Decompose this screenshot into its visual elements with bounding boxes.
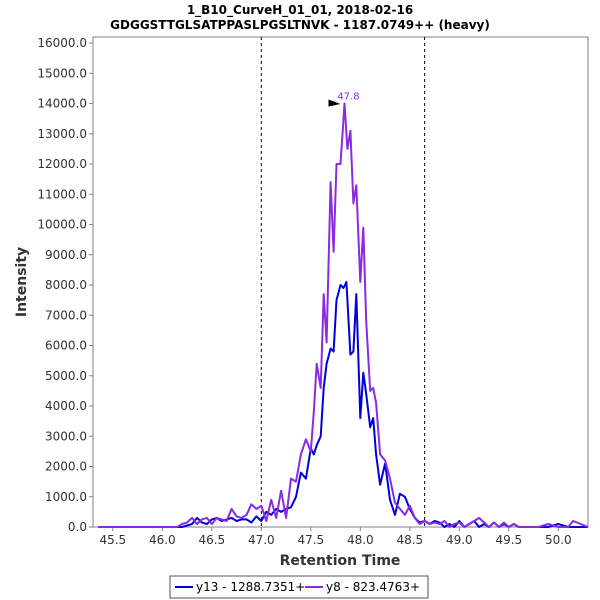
x-tick-label: 49.5	[495, 533, 522, 547]
y-tick-label: 3000.0	[45, 429, 87, 443]
y-tick-label: 14000.0	[37, 97, 87, 111]
x-tick-label: 46.0	[149, 533, 176, 547]
y-tick-label: 9000.0	[45, 248, 87, 262]
x-tick-label: 47.0	[248, 533, 275, 547]
y-tick-label: 16000.0	[37, 36, 87, 50]
x-tick-label: 47.5	[297, 533, 324, 547]
legend-label-y13: y13 - 1288.7351+	[196, 580, 305, 594]
legend-box	[169, 575, 429, 599]
x-tick-label: 48.0	[347, 533, 374, 547]
legend-label-y8: y8 - 823.4763+	[326, 580, 420, 594]
y-axis-ticks: 0.0 1000.0 2000.0 3000.0 4000.0 5000.0 6000.0 7…	[37, 36, 93, 534]
x-axis-title: Retention Time	[280, 553, 401, 569]
y-tick-label: 12000.0	[37, 157, 87, 171]
y-tick-label: 7000.0	[45, 308, 87, 322]
x-tick-label: 45.5	[99, 533, 126, 547]
y-axis-title: Intensity	[14, 247, 30, 317]
peak-boundaries	[260, 37, 426, 527]
y-tick-label: 15000.0	[37, 66, 87, 80]
x-tick-label: 48.5	[396, 533, 423, 547]
series-line-y8	[98, 102, 589, 528]
y-tick-label: 5000.0	[45, 369, 87, 383]
x-tick-label: 49.0	[446, 533, 473, 547]
x-axis-ticks: 45.5 46.0 46.5 47.0 47.5 48.0 48.5 49.0 49.5 50.0	[99, 527, 572, 547]
y-tick-label: 13000.0	[37, 127, 87, 141]
x-tick-label: 46.5	[198, 533, 225, 547]
y-tick-label: 6000.0	[45, 339, 87, 353]
y-tick-label: 11000.0	[37, 187, 87, 201]
y-tick-label: 4000.0	[45, 399, 87, 413]
peak-annotation: 47.8	[328, 92, 360, 107]
legend: y13 - 1288.7351+ y8 - 823.4763+	[169, 575, 429, 599]
peak-marker-arrow	[328, 99, 341, 107]
y-tick-label: 1000.0	[45, 490, 87, 504]
chart-title-line-1: 1_B10_CurveH_01_01, 2018-02-16	[187, 3, 413, 18]
y-tick-label: 0.0	[68, 520, 87, 534]
y-tick-label: 10000.0	[37, 218, 87, 232]
series-layer	[98, 102, 589, 528]
y-tick-label: 2000.0	[45, 460, 87, 474]
peak-label: 47.8	[337, 92, 359, 103]
x-tick-label: 50.0	[545, 533, 572, 547]
plot-area	[92, 36, 589, 528]
y-tick-label: 8000.0	[45, 278, 87, 292]
chart-title-line-2: GDGGSTTGLSATPPASLPGSLTNVK - 1187.0749++ …	[110, 18, 490, 32]
